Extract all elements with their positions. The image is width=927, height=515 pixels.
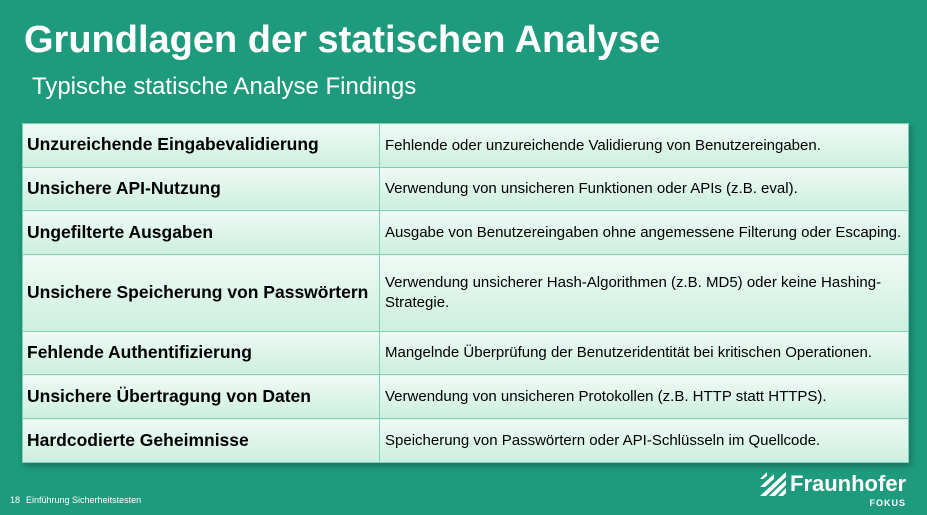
findings-table: Unzureichende Eingabevalidierung Fehlend… [22,123,909,463]
slide-subtitle: Typische statische Analyse Findings [32,73,417,100]
page-number: 18 [10,495,21,505]
finding-description-cell: Fehlende oder unzureichende Validierung … [379,123,909,168]
table-row: Unzureichende Eingabevalidierung Fehlend… [22,123,909,168]
table-row: Unsichere Speicherung von Passwörtern Ve… [22,254,909,332]
slide-footer: 18 Einführung Sicherheitstesten [10,495,141,505]
fraunhofer-logo-icon [760,472,786,501]
finding-description-cell: Ausgabe von Benutzereingaben ohne angeme… [379,210,909,256]
logo-unit: FOKUS [869,498,906,508]
finding-description-cell: Mangelnde Überprüfung der Benutzeridenti… [379,330,909,376]
table-row: Ungefilterte Ausgaben Ausgabe von Benutz… [22,210,909,256]
finding-name-cell: Fehlende Authentifizierung [22,330,380,376]
finding-name-cell: Unsichere Speicherung von Passwörtern [22,254,380,332]
finding-name-cell: Ungefilterte Ausgaben [22,210,380,256]
finding-name-cell: Unzureichende Eingabevalidierung [22,123,380,168]
finding-name-cell: Unsichere API-Nutzung [22,166,380,212]
finding-description-cell: Verwendung von unsicheren Protokollen (z… [379,374,909,420]
table-row: Unsichere Übertragung von Daten Verwendu… [22,374,909,420]
finding-description-cell: Verwendung von unsicheren Funktionen ode… [379,166,909,212]
fraunhofer-logo: Fraunhofer FOKUS [760,470,910,510]
table-row: Unsichere API-Nutzung Verwendung von uns… [22,166,909,212]
finding-name-cell: Unsichere Übertragung von Daten [22,374,380,420]
logo-name: Fraunhofer [790,471,907,496]
slide-title: Grundlagen der statischen Analyse [24,19,661,61]
finding-name-cell: Hardcodierte Geheimnisse [22,418,380,463]
finding-description-cell: Speicherung von Passwörtern oder API-Sch… [379,418,909,463]
table-row: Fehlende Authentifizierung Mangelnde Übe… [22,330,909,376]
footer-label: Einführung Sicherheitstesten [26,495,142,505]
finding-description-cell: Verwendung unsicherer Hash-Algorithmen (… [379,254,909,332]
table-row: Hardcodierte Geheimnisse Speicherung von… [22,418,909,463]
